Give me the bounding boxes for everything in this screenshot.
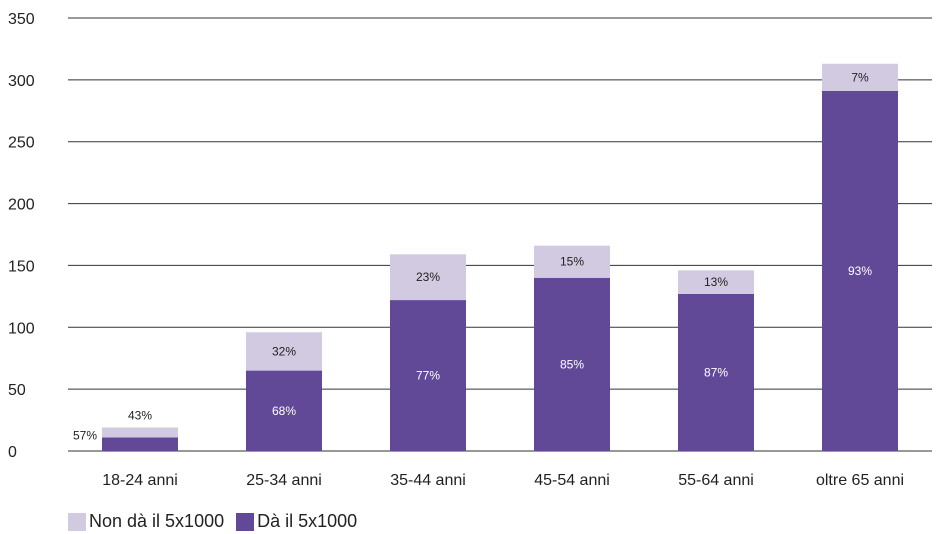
y-tick-label: 0 [8, 444, 17, 461]
x-axis-ticks: 18-24 anni 25-34 anni 35-44 anni 45-54 anni… [102, 472, 904, 489]
x-tick-label: 45-54 anni [534, 472, 610, 489]
y-axis-ticks: 0 50 100 150 200 250 300 350 [8, 11, 35, 461]
y-tick-label: 350 [8, 11, 35, 28]
gridlines [68, 17, 932, 452]
bar-non-da [246, 332, 322, 371]
legend-item-da: Dà il 5x1000 [236, 511, 357, 532]
y-tick-label: 250 [8, 135, 35, 152]
bar-da [822, 90, 898, 452]
x-tick-label: 18-24 anni [102, 472, 178, 489]
data-label-da: 77% [416, 369, 440, 383]
data-label-non-da: 15% [560, 255, 584, 269]
y-tick-label: 300 [8, 73, 35, 90]
y-tick-label: 50 [8, 382, 26, 399]
legend: Non dà il 5x1000 Dà il 5x1000 [68, 511, 369, 532]
bar-da [390, 300, 466, 451]
legend-swatch-da [236, 512, 255, 531]
data-label-da: 68% [272, 404, 296, 418]
x-tick-label: 25-34 anni [246, 472, 322, 489]
bar-non-da [534, 245, 610, 278]
bars: 57% 43% 68% 32% 77% 23% 85% 15% 87% 13% 93% 7% [73, 63, 898, 452]
data-label-non-da: 13% [704, 275, 728, 289]
data-label-da: 87% [704, 365, 728, 379]
bar-da [102, 437, 178, 451]
y-tick-label: 200 [8, 197, 35, 214]
data-label-da: 93% [848, 264, 872, 278]
bar-non-da [822, 63, 898, 91]
data-label-non-da: 32% [272, 344, 296, 358]
bar-non-da [390, 254, 466, 301]
y-tick-label: 150 [8, 258, 35, 275]
bar-non-da [678, 270, 754, 294]
stacked-bar-chart: 0 50 100 150 200 250 300 350 57% 43% 68% 32% 77% 23%… [8, 11, 932, 489]
legend-item-non-da: Non dà il 5x1000 [68, 511, 224, 532]
data-label-da: 85% [560, 357, 584, 371]
legend-label-da: Dà il 5x1000 [257, 511, 358, 531]
data-label-non-da: 43% [128, 408, 152, 422]
bar-non-da [102, 427, 178, 438]
data-label-non-da: 7% [851, 70, 869, 84]
y-tick-label: 100 [8, 320, 35, 337]
data-label-non-da: 23% [416, 270, 440, 284]
x-tick-label: 35-44 anni [390, 472, 466, 489]
bar-da [534, 277, 610, 451]
legend-swatch-non-da [68, 512, 86, 531]
legend-label-non-da: Non dà il 5x1000 [89, 511, 225, 531]
bar-da [678, 293, 754, 451]
bar-da [246, 370, 322, 451]
data-label-da: 57% [73, 428, 97, 442]
x-tick-label: 55-64 anni [678, 472, 754, 489]
x-tick-label: oltre 65 anni [816, 472, 904, 489]
